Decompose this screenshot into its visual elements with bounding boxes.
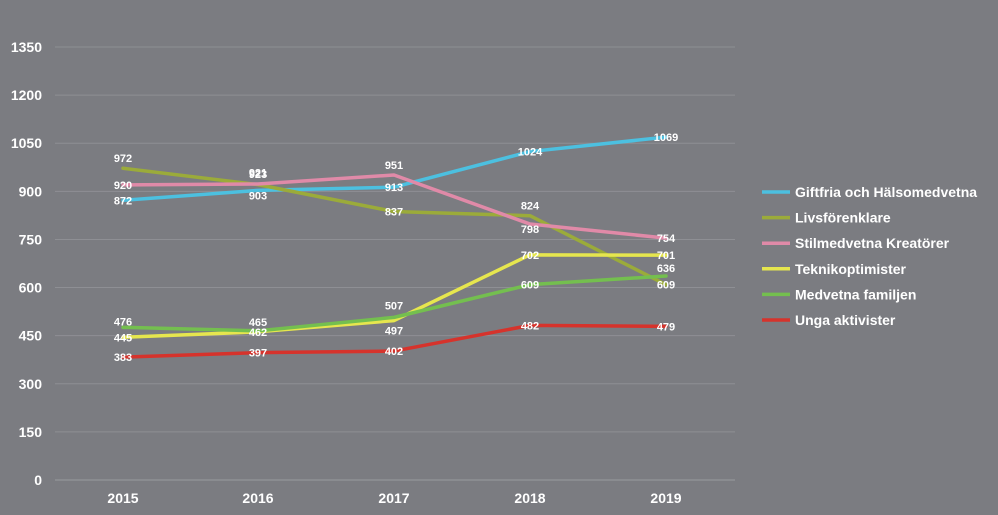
series-line [121,253,668,340]
data-label: 402 [385,346,403,358]
legend-label: Giftfria och Hälsomedvetna [795,184,977,200]
data-label: 397 [249,348,267,360]
legend-label: Medvetna familjen [795,286,916,302]
data-label: 636 [657,263,675,275]
series-line [121,135,668,203]
gridlines [55,46,735,481]
x-tick-label: 2018 [514,490,545,506]
legend-label: Teknikoptimister [795,261,907,277]
x-axis: 2015 2016 2017 2018 2019 [107,490,681,506]
x-tick-label: 2015 [107,490,138,506]
y-tick-label: 1050 [11,135,42,151]
data-label: 609 [521,280,539,292]
y-tick-label: 450 [19,328,43,344]
series-line [121,166,668,287]
data-label: 824 [521,201,540,213]
y-tick-label: 750 [19,231,43,247]
data-label: 462 [249,327,267,339]
data-label: 798 [521,224,539,236]
data-label: 383 [114,352,132,364]
x-tick-label: 2019 [650,490,681,506]
series-line [121,274,668,333]
data-labels: 872 903 913 1024 1069 972 921 837 824 609 920 923 95… [114,132,678,364]
legend-label: Unga aktivister [795,312,896,328]
legend-label: Livsförenklare [795,210,891,226]
data-label: 972 [114,153,132,165]
series-line [121,173,668,240]
legend: Giftfria och Hälsomedvetna Livsförenklare… [762,184,977,328]
y-tick-label: 300 [19,376,43,392]
data-label: 951 [385,160,403,172]
data-label: 754 [657,233,676,245]
data-label: 1069 [654,132,678,144]
y-tick-label: 150 [19,424,43,440]
data-label: 497 [385,326,403,338]
data-label: 701 [657,250,675,262]
data-label: 923 [249,169,267,181]
data-label: 921 [249,168,267,180]
data-label: 465 [249,317,267,329]
x-tick-label: 2016 [242,490,273,506]
y-tick-label: 600 [19,280,43,296]
data-label: 1024 [518,147,543,159]
x-tick-label: 2017 [378,490,409,506]
data-label: 482 [521,320,539,332]
y-tick-label: 1350 [11,39,42,55]
y-tick-label: 1200 [11,87,42,103]
data-label: 903 [249,190,267,202]
data-label: 702 [521,250,539,262]
data-label: 872 [114,195,132,207]
series-line [121,323,668,359]
data-label: 609 [657,280,675,292]
y-tick-label: 900 [19,183,43,199]
series-lines [121,135,668,359]
y-axis: 0 150 300 450 600 750 900 1050 1200 1350 [11,39,42,488]
data-label: 479 [657,321,675,333]
legend-label: Stilmedvetna Kreatörer [795,235,950,251]
data-label: 913 [385,182,403,194]
data-label: 476 [114,316,132,328]
y-tick-label: 0 [34,472,42,488]
data-label: 507 [385,300,403,312]
data-label: 445 [114,332,132,344]
data-label: 920 [114,180,132,192]
data-label: 837 [385,207,403,219]
